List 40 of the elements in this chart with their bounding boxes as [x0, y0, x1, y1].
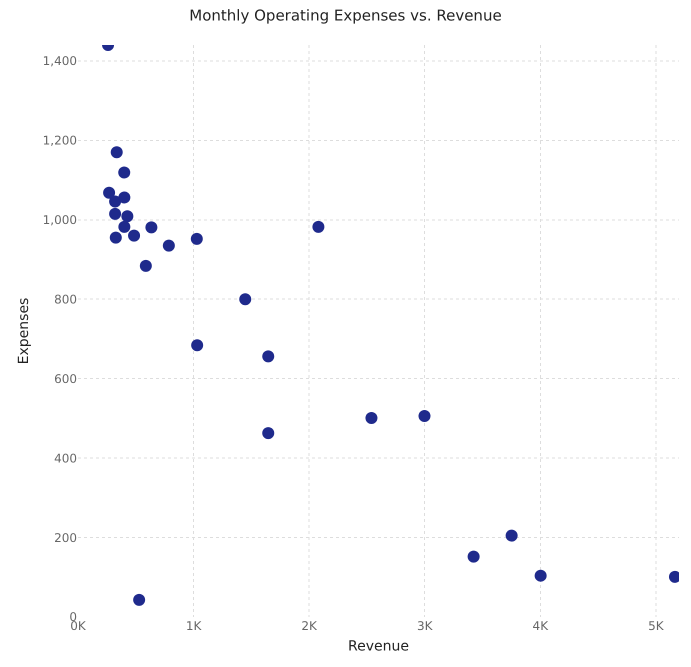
point: [109, 208, 122, 220]
point: [534, 570, 547, 582]
point: [190, 232, 203, 245]
y-tick-label: 600: [54, 372, 77, 386]
point: [103, 186, 116, 199]
point: [118, 220, 130, 233]
point: [162, 240, 175, 252]
point: [140, 260, 152, 272]
x-tick-label: 1K: [186, 619, 202, 633]
point: [128, 230, 140, 242]
point: [506, 530, 518, 542]
y-tick-label: 1,200: [42, 134, 77, 148]
point: [145, 221, 158, 234]
y-tick-label: 400: [54, 451, 77, 466]
y-tick-label: 200: [54, 530, 77, 545]
point: [468, 550, 480, 563]
point: [191, 339, 204, 352]
y-tick-label: 1,400: [42, 54, 77, 68]
point: [118, 192, 130, 204]
x-axis-title: Revenue: [348, 638, 409, 654]
point: [418, 410, 430, 422]
x-tick-label: 3K: [416, 619, 434, 633]
point: [365, 412, 378, 424]
point: [110, 146, 123, 158]
point: [110, 232, 122, 244]
point: [121, 210, 134, 222]
chart-title: Monthly Operating Expenses vs. Revenue: [189, 6, 502, 25]
y-tick-label: 800: [54, 292, 77, 306]
x-tick-label: 4K: [532, 619, 550, 633]
y-axis-title: Expenses: [16, 298, 32, 364]
point: [133, 594, 146, 606]
point: [118, 166, 130, 179]
point: [239, 293, 252, 306]
x-tick-label: 2K: [301, 619, 318, 633]
point: [312, 220, 324, 233]
x-tick-label: 5K: [648, 619, 665, 633]
point: [109, 196, 122, 208]
y-tick-label: 1,000: [42, 212, 77, 227]
point: [262, 350, 274, 362]
point: [262, 427, 274, 440]
